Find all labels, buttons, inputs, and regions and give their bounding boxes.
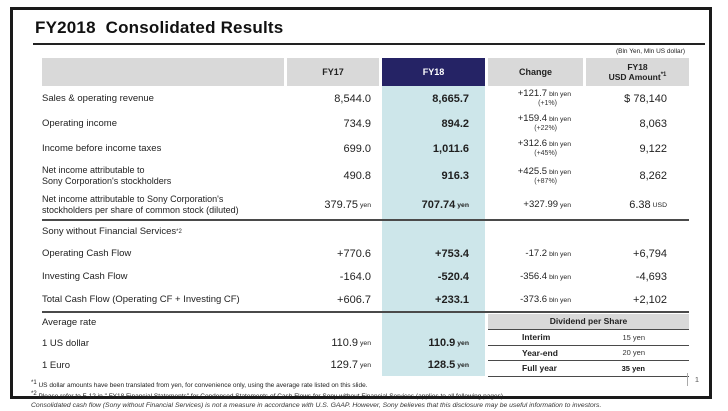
section-header-row: Average rate (42, 313, 689, 332)
average-rate-section: Average rate 1 US dollar 110.9 yen 110.9 y… (42, 313, 689, 377)
fy18-value: 8,665.7 (382, 86, 485, 111)
fy17-value: +606.7 (337, 293, 371, 306)
header-usd-line1: FY18 (627, 61, 648, 72)
row-label: Net income attributable to Sony Corporat… (42, 194, 239, 215)
footnote-2: *2 Please refer to F-12 in " FY18 Financ… (31, 390, 505, 400)
fy18-value: 707.74 yen (382, 191, 485, 219)
change-value: +425.5 bln yen (+87%) (517, 165, 571, 185)
footnote-1: *1 US dollar amounts have been translate… (31, 380, 368, 390)
row-label: Total Cash Flow (Operating CF + Investin… (42, 294, 240, 305)
fy17-value: +770.6 (337, 247, 371, 260)
change-value: -356.4 bln yen (520, 270, 571, 282)
table-row: Net income attributable to Sony Corporati… (42, 161, 689, 191)
unit-note: (Bln Yen, Mln US dollar) (615, 48, 685, 55)
fy17-value: -164.0 (339, 270, 371, 283)
fy17-value: 490.8 (343, 170, 371, 182)
row-label: Operating Cash Flow (42, 248, 132, 259)
change-value: +159.4 bln yen (+22%) (517, 113, 571, 133)
fy17-value: 129.7 yen (330, 359, 372, 371)
section-divider (42, 219, 689, 221)
row-label: Net income attributable to Sony Corporati… (42, 165, 172, 186)
usd-value: 8,262 (639, 170, 667, 182)
table-row: Operating income 734.9 894.2 +159.4 bln y… (42, 111, 689, 136)
page-number: 1 (686, 373, 703, 386)
table-row: Income before income taxes 699.0 1,011.6… (42, 136, 689, 161)
usd-value: -4,693 (635, 270, 667, 283)
usd-value: 6.38 USD (629, 199, 667, 211)
header-usd-amount: FY18 USD Amount*1 (586, 58, 689, 86)
dividend-value: 35 yen (621, 363, 645, 373)
fy18-value: +753.4 (382, 242, 485, 265)
dividend-table: Dividend per Share Interim 15 yen Year-e… (488, 314, 689, 377)
slide-frame: FY2018 Consolidated Results (Bln Yen, Ml… (10, 7, 712, 409)
title-underline (33, 43, 705, 45)
header-label-cell (42, 58, 284, 86)
footnote-3: Consolidated cash flow (Sony without Fin… (31, 402, 602, 410)
usd-value: 8,063 (639, 117, 667, 130)
dividend-row: Full year 35 yen (488, 360, 689, 376)
usd-value: $ 78,140 (624, 92, 667, 105)
row-label: 1 US dollar (42, 337, 89, 349)
usd-value: 9,122 (639, 142, 667, 155)
fy18-value: 916.3 (382, 161, 485, 191)
header-usd-line2: USD Amount*1 (608, 72, 667, 82)
fy18-value: 128.5 yen (382, 354, 485, 376)
row-label: Income before income taxes (42, 143, 162, 154)
row-label: 1 Euro (42, 359, 70, 371)
dividend-row: Interim 15 yen (488, 329, 689, 345)
change-value: +327.99 yen (523, 199, 571, 210)
fy17-value: 8,544.0 (334, 92, 371, 105)
row-label: Operating income (42, 118, 117, 129)
results-table: FY17 FY18 Change FY18 USD Amount*1 Sales… (42, 58, 689, 377)
fy17-value: 379.75 yen (324, 199, 371, 211)
row-label: Sales & operating revenue (42, 93, 154, 104)
dividend-label: Interim (522, 332, 551, 343)
dividend-label: Full year (522, 363, 557, 374)
header-change: Change (488, 58, 583, 86)
table-row: Operating Cash Flow +770.6 +753.4 -17.2 b… (42, 242, 689, 265)
table-row: 1 Euro 129.7 yen 128.5 yen (42, 354, 689, 376)
dividend-value: 20 yen (622, 348, 645, 358)
footnotes: *1 US dollar amounts have been translate… (31, 380, 709, 411)
usd-value: +6,794 (633, 247, 667, 260)
dividend-title: Dividend per Share (488, 314, 689, 329)
page-title: FY2018 Consolidated Results (35, 18, 284, 37)
table-header-row: FY17 FY18 Change FY18 USD Amount*1 (42, 58, 689, 86)
section-label: Average rate (42, 317, 97, 328)
fy18-value: 110.9 yen (382, 332, 485, 354)
dividend-value: 15 yen (622, 332, 645, 342)
change-value: +312.6 bln yen (+45%) (517, 138, 571, 158)
fy18-value: 894.2 (382, 111, 485, 136)
section-label: Sony without Financial Services *2 (42, 226, 182, 237)
change-value: -373.6 bln yen (520, 293, 571, 305)
section-header-row: Sony without Financial Services *2 (42, 221, 689, 242)
change-value: -17.2 bln yen (525, 247, 571, 259)
table-row: Net income attributable to Sony Corporat… (42, 191, 689, 219)
change-value: +121.7 bln yen (+1%) (517, 88, 571, 108)
table-row: 1 US dollar 110.9 yen 110.9 yen (42, 332, 689, 354)
dividend-row: Year-end 20 yen (488, 344, 689, 361)
table-row: Sales & operating revenue 8,544.0 8,665.… (42, 86, 689, 111)
fy18-value: +233.1 (382, 288, 485, 311)
section-divider (42, 311, 689, 313)
fy17-value: 699.0 (343, 142, 371, 155)
fy17-value: 110.9 yen (331, 337, 371, 349)
table-row: Investing Cash Flow -164.0 -520.4 -356.4… (42, 265, 689, 288)
row-label: Investing Cash Flow (42, 271, 128, 282)
header-fy18: FY18 (382, 58, 485, 86)
usd-value: +2,102 (633, 293, 667, 306)
table-row: Total Cash Flow (Operating CF + Investin… (42, 288, 689, 311)
header-fy17: FY17 (287, 58, 379, 86)
dividend-label: Year-end (522, 347, 558, 358)
fy18-value: -520.4 (382, 265, 485, 288)
fy17-value: 734.9 (343, 117, 371, 130)
fy18-value: 1,011.6 (382, 136, 485, 161)
